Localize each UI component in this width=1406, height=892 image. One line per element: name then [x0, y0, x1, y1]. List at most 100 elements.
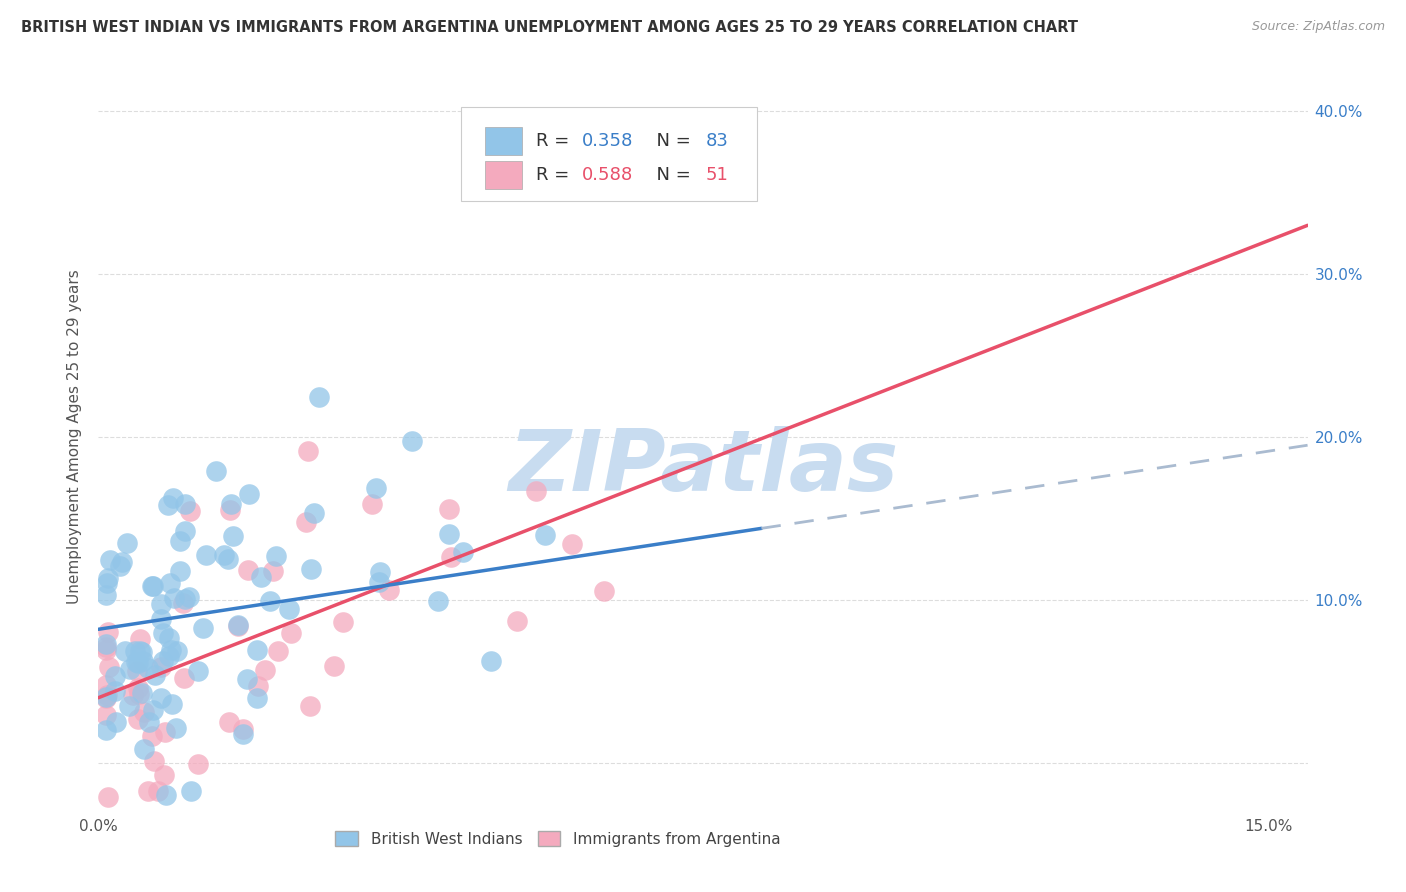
Point	[534, 528, 557, 542]
Point	[157, 631, 180, 645]
Point	[156, 499, 179, 513]
Point	[561, 537, 583, 551]
Point	[245, 643, 267, 657]
Point	[299, 562, 322, 576]
Point	[127, 712, 149, 726]
Point	[592, 583, 614, 598]
Point	[295, 515, 318, 529]
Text: 83: 83	[706, 132, 728, 150]
Text: N =: N =	[645, 166, 696, 184]
Text: 0.358: 0.358	[582, 132, 634, 150]
Point	[115, 536, 138, 550]
Point	[141, 579, 163, 593]
Point	[212, 548, 235, 562]
Point	[111, 555, 134, 569]
Point	[222, 529, 245, 543]
Point	[177, 590, 200, 604]
Point	[125, 656, 148, 670]
Point	[179, 504, 201, 518]
Point	[136, 784, 159, 798]
Point	[169, 564, 191, 578]
Point	[97, 625, 120, 640]
Point	[96, 690, 118, 704]
Point	[262, 564, 284, 578]
Point	[96, 637, 118, 651]
Point	[138, 714, 160, 729]
Point	[96, 691, 118, 706]
Point	[174, 591, 197, 606]
Point	[118, 662, 141, 676]
Point	[153, 768, 176, 782]
Point	[98, 552, 121, 566]
Point	[127, 657, 149, 671]
Point	[136, 661, 159, 675]
Point	[172, 596, 194, 610]
Point	[505, 615, 527, 629]
Point	[141, 579, 163, 593]
Point	[96, 640, 118, 654]
Point	[479, 655, 502, 669]
Point	[236, 672, 259, 686]
Point	[141, 729, 163, 743]
Point	[298, 698, 321, 713]
Point	[524, 483, 547, 498]
Point	[516, 178, 538, 192]
Point	[163, 591, 186, 605]
Point	[160, 698, 183, 712]
Point	[142, 755, 165, 769]
Text: ZIPatlas: ZIPatlas	[508, 425, 898, 508]
Point	[155, 789, 177, 803]
Point	[302, 507, 325, 521]
Point	[297, 443, 319, 458]
Point	[169, 533, 191, 548]
Point	[96, 576, 118, 591]
Point	[439, 549, 461, 564]
Point	[96, 707, 118, 722]
Point	[238, 487, 260, 501]
Point	[155, 724, 177, 739]
Point	[149, 660, 172, 674]
Point	[142, 703, 165, 717]
Point	[160, 643, 183, 657]
Point	[131, 645, 153, 659]
Point	[104, 669, 127, 683]
Point	[378, 582, 401, 597]
Point	[174, 497, 197, 511]
Point	[118, 698, 141, 713]
Point	[165, 721, 187, 735]
Point	[125, 664, 148, 678]
Point	[127, 681, 149, 695]
Point	[308, 390, 330, 404]
Point	[143, 668, 166, 682]
Point	[122, 688, 145, 702]
Point	[322, 658, 344, 673]
Point	[280, 625, 302, 640]
Point	[219, 503, 242, 517]
Point	[150, 690, 173, 705]
Point	[129, 632, 152, 647]
Point	[226, 619, 249, 633]
Point	[149, 597, 172, 611]
Text: N =: N =	[645, 132, 696, 150]
Point	[439, 502, 461, 516]
Text: R =: R =	[536, 132, 575, 150]
Point	[426, 594, 449, 608]
Point	[152, 625, 174, 640]
Point	[96, 643, 118, 657]
Point	[368, 574, 391, 589]
Point	[254, 663, 277, 677]
Point	[108, 558, 131, 573]
Point	[96, 678, 118, 692]
Point	[193, 621, 215, 635]
Point	[218, 714, 240, 729]
Point	[368, 565, 391, 579]
Point	[278, 602, 301, 616]
Point	[259, 593, 281, 607]
Point	[132, 705, 155, 719]
Point	[128, 687, 150, 701]
Point	[194, 548, 217, 562]
Point	[162, 491, 184, 506]
Text: 0.588: 0.588	[582, 166, 633, 184]
Point	[97, 789, 120, 804]
Point	[152, 654, 174, 668]
